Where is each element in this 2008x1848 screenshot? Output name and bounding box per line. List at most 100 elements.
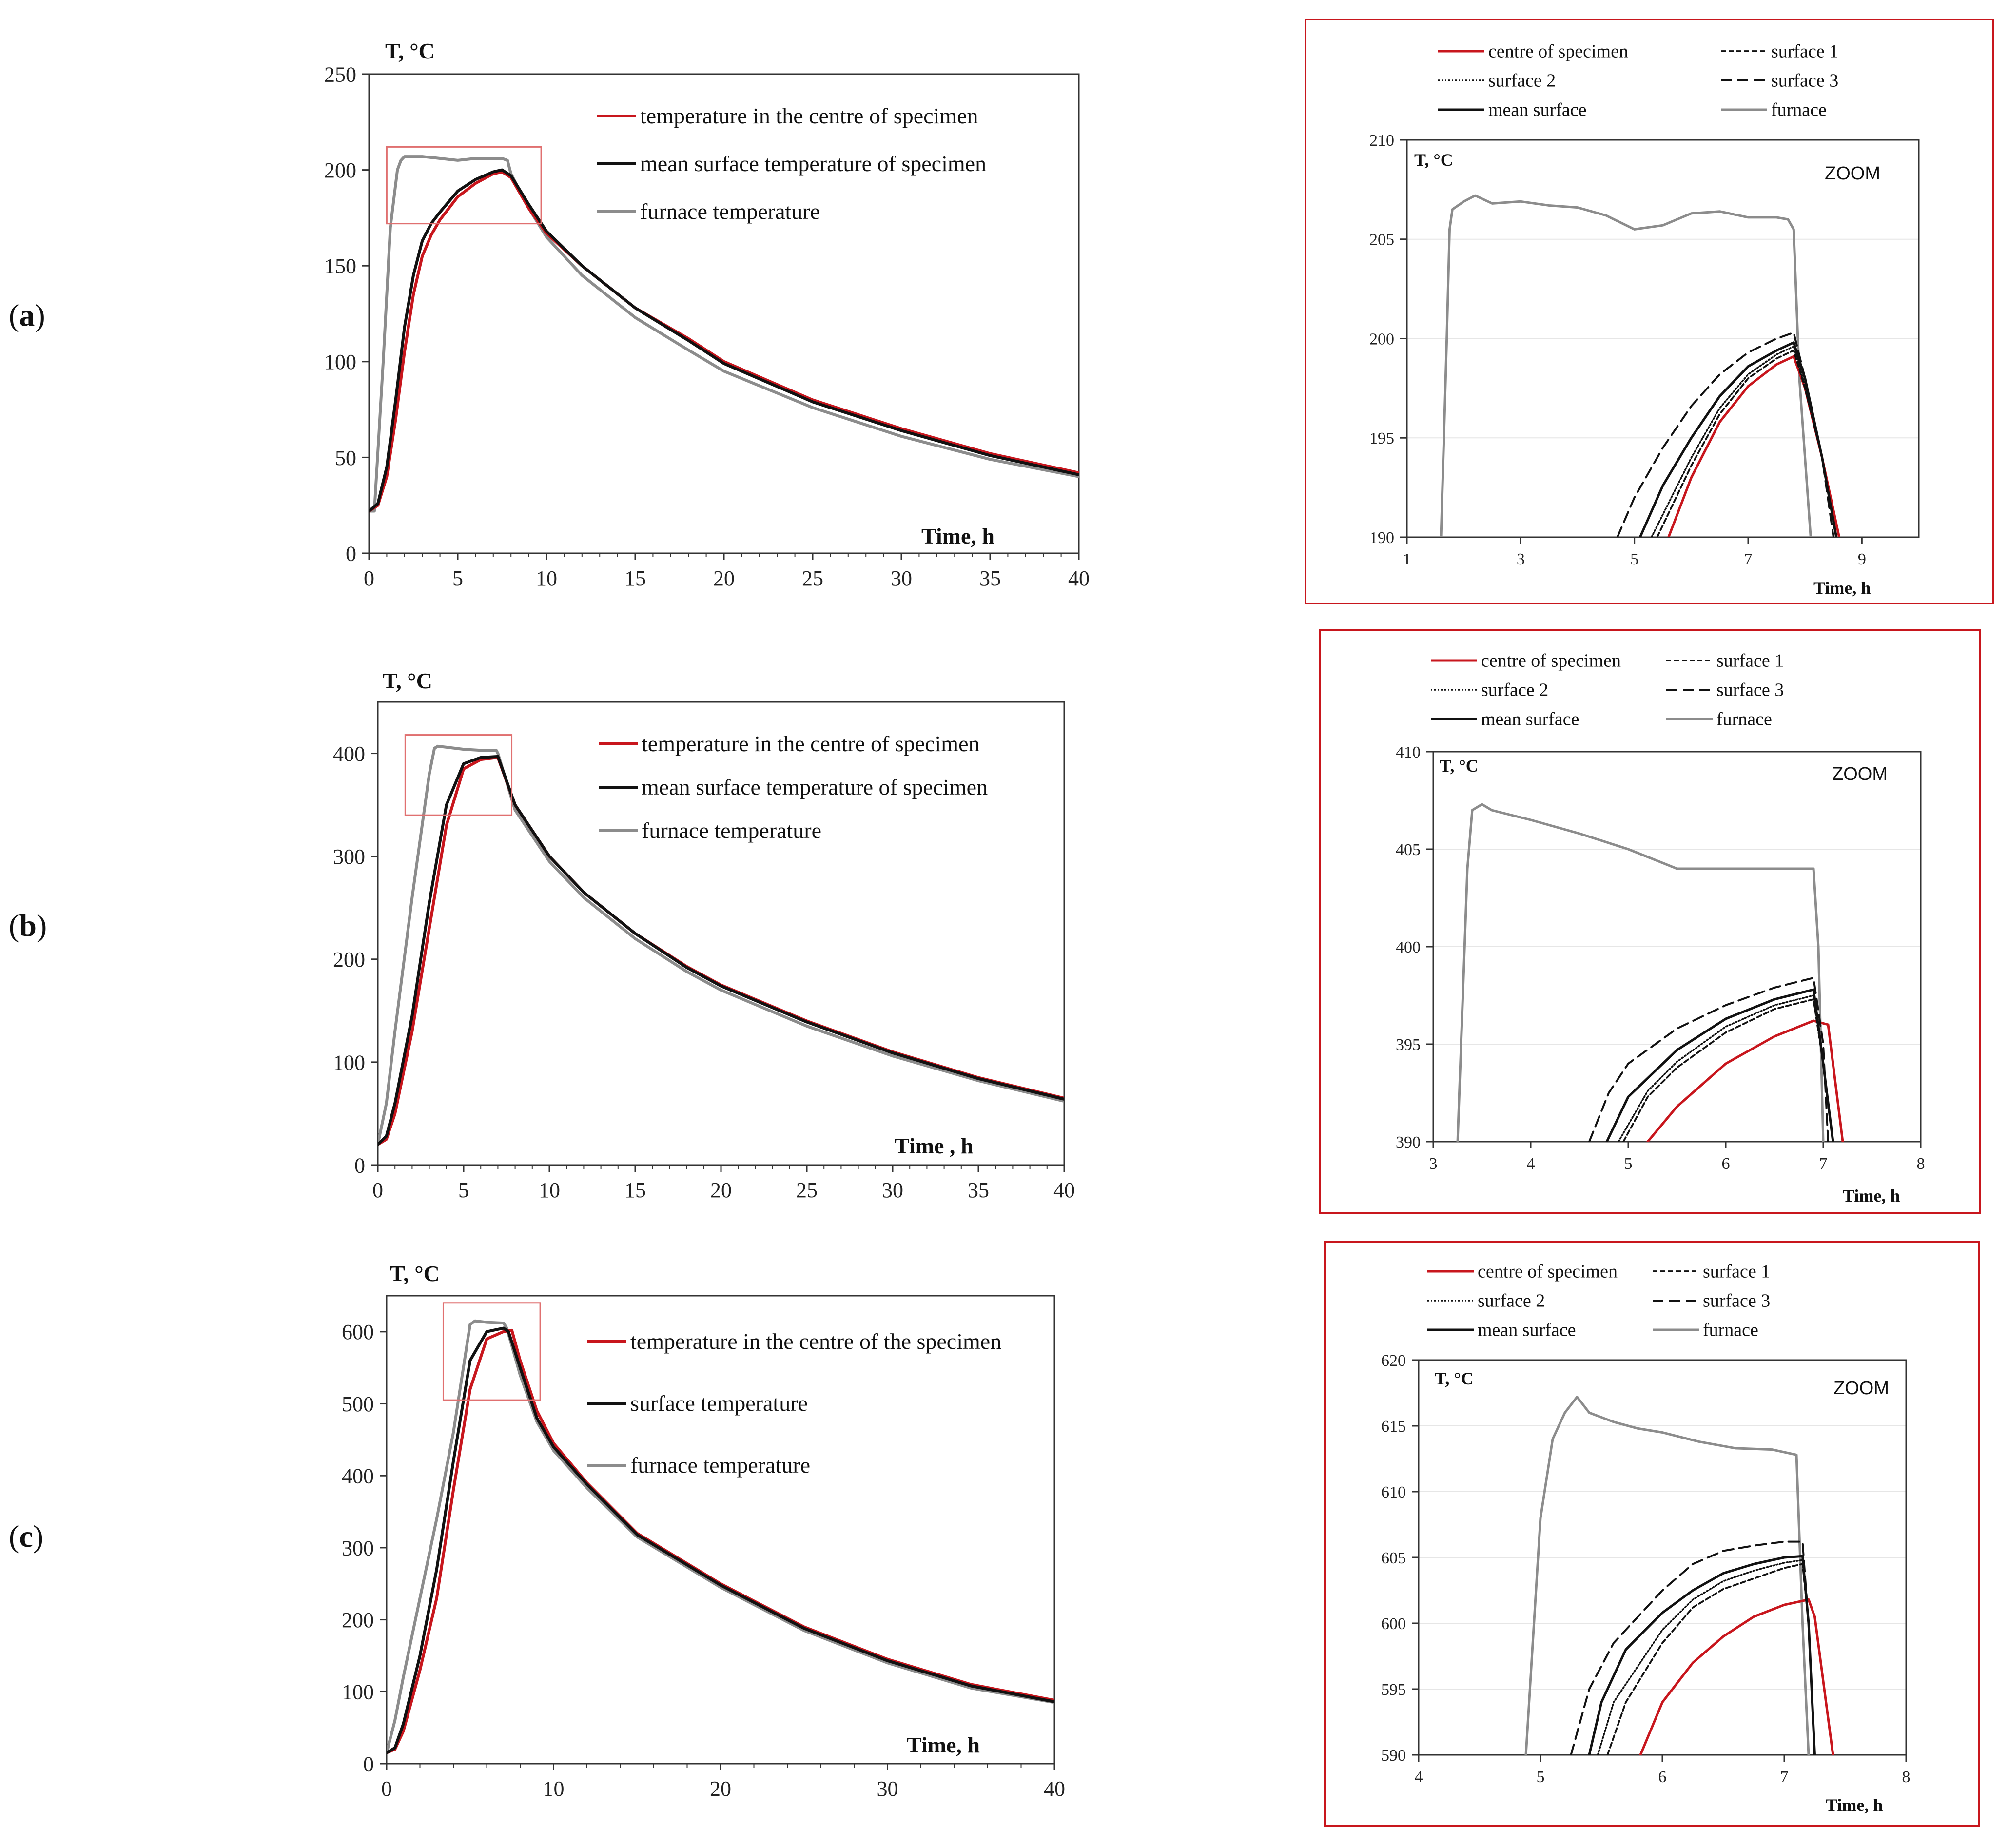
y-axis-title: T, °C <box>1435 1369 1474 1388</box>
series-line-mean <box>1588 1555 1816 1755</box>
panel-label-open: ( <box>9 298 19 332</box>
series-group <box>387 1319 1054 1754</box>
y-tick-label: 200 <box>1369 330 1394 348</box>
x-axis-title: Time, h <box>1813 578 1871 598</box>
y-tick-label: 250 <box>324 62 356 86</box>
panel-label-letter: b <box>19 908 37 943</box>
panel-label-open: ( <box>9 1519 19 1554</box>
panel-label-open: ( <box>9 908 19 943</box>
zoom-panel-frame <box>1305 19 1994 604</box>
y-tick-label: 100 <box>342 1680 374 1704</box>
x-tick-label: 5 <box>1624 1155 1633 1173</box>
y-tick-label: 590 <box>1381 1747 1406 1765</box>
x-tick-label: 10 <box>539 1178 560 1202</box>
series-line-mean <box>1638 341 1838 537</box>
x-tick-label: 6 <box>1722 1155 1730 1173</box>
x-tick-label: 5 <box>458 1178 469 1202</box>
x-tick-label: 40 <box>1044 1777 1065 1801</box>
zoom-region-box <box>442 1302 541 1401</box>
x-tick-label: 7 <box>1780 1768 1789 1786</box>
chart-a-main: 0 5 10 15 20 25 30 35 40 0 50 100 150 200 250 T, °C Time… <box>324 39 1090 590</box>
x-tick-label: 4 <box>1415 1768 1423 1786</box>
x-tick-label: 3 <box>1429 1155 1438 1173</box>
y-tick-label: 390 <box>1396 1133 1421 1151</box>
zoom-region-box <box>386 146 542 225</box>
x-axis-title: Time, h <box>907 1732 980 1757</box>
x-tick-label: 30 <box>882 1178 903 1202</box>
series-group <box>1524 1396 1834 1755</box>
y-tick-label: 200 <box>324 158 356 182</box>
series-line-furnace <box>378 744 1064 1146</box>
series-line-furnace <box>1440 194 1812 537</box>
legend-label: surface 3 <box>1703 1291 1770 1311</box>
legend-label: surface 2 <box>1481 680 1548 700</box>
series-group <box>369 155 1079 513</box>
x-tick-label: 7 <box>1819 1155 1828 1173</box>
x-tick-label: 15 <box>624 566 646 590</box>
legend: temperature in the centre of the specime… <box>587 1329 1001 1478</box>
x-tick-label: 40 <box>1068 566 1090 590</box>
panel-label-b: (b) <box>9 908 47 943</box>
y-tick-label: 600 <box>342 1320 374 1344</box>
x-tick-label: 6 <box>1658 1768 1667 1786</box>
y-tick-label: 595 <box>1381 1681 1406 1699</box>
x-axis-title: Time, h <box>1843 1186 1900 1206</box>
legend-label: surface 1 <box>1703 1262 1770 1282</box>
y-tick-label: 400 <box>333 742 365 766</box>
series-line-surface <box>387 1326 1054 1754</box>
x-tick-label: 7 <box>1744 550 1753 568</box>
legend-label: surface 2 <box>1488 71 1556 91</box>
x-axis-title: Time, h <box>1826 1795 1883 1815</box>
series-group <box>1456 803 1844 1142</box>
y-axis-title: T, °C <box>385 39 435 63</box>
x-tick-label: 5 <box>1630 550 1638 568</box>
legend-label: temperature in the centre of the specime… <box>630 1329 1001 1354</box>
y-tick-label: 200 <box>342 1608 374 1632</box>
chart-a-zoom: 1 3 5 7 9 190 195 200 205 210 T, °C Time, h ZOOM cent… <box>1305 19 1994 604</box>
legend-label: surface 3 <box>1771 71 1838 91</box>
legend-label: furnace temperature <box>630 1453 810 1478</box>
legend-label: mean surface temperature of specimen <box>640 151 986 176</box>
legend-label: surface 1 <box>1716 651 1784 671</box>
x-tick-label: 40 <box>1053 1178 1075 1202</box>
x-tick-label: 25 <box>796 1178 818 1202</box>
legend-label: mean surface <box>1481 709 1579 730</box>
panel-label-close: ) <box>35 298 45 332</box>
y-tick-label: 410 <box>1396 743 1421 761</box>
x-tick-label: 25 <box>802 566 823 590</box>
y-tick-label: 200 <box>333 948 365 972</box>
x-tick-label: 20 <box>710 1777 731 1801</box>
zoom-label: ZOOM <box>1832 764 1888 784</box>
y-tick-label: 400 <box>1396 938 1421 956</box>
x-axis-title: Time, h <box>921 524 994 548</box>
series-line-centre <box>1639 1598 1834 1755</box>
y-tick-label: 210 <box>1369 132 1394 150</box>
series-line-mean <box>1605 988 1834 1142</box>
y-tick-label: 100 <box>333 1050 365 1074</box>
x-axis-title: Time , h <box>895 1133 973 1158</box>
chart-c-zoom: 4 5 6 7 8 590 595 600 605 610 615 620 T, °C Time, h ZO… <box>1324 1241 1980 1827</box>
legend-label: mean surface <box>1478 1320 1576 1341</box>
x-tick-label: 35 <box>979 566 1001 590</box>
series-line-furnace <box>387 1319 1054 1754</box>
panel-label-close: ) <box>33 1519 43 1554</box>
legend-label: furnace <box>1716 709 1772 730</box>
x-tick-label: 8 <box>1917 1155 1925 1173</box>
y-tick-label: 150 <box>324 254 356 278</box>
panel-label-letter: c <box>19 1519 33 1554</box>
zoom-label: ZOOM <box>1833 1378 1889 1399</box>
x-tick-label: 10 <box>536 566 557 590</box>
x-tick-label: 0 <box>381 1777 392 1801</box>
legend-label: mean surface <box>1488 100 1587 120</box>
x-tick-label: 9 <box>1858 550 1866 568</box>
x-tick-label: 4 <box>1527 1155 1535 1173</box>
series-line-furnace <box>1456 803 1825 1142</box>
legend-label: furnace temperature <box>640 199 820 224</box>
legend-label: centre of specimen <box>1478 1262 1618 1282</box>
zoom-panel-frame <box>1319 629 1981 1214</box>
x-tick-label: 3 <box>1517 550 1525 568</box>
x-tick-label: 1 <box>1403 550 1411 568</box>
zoom-region-box <box>404 734 513 816</box>
